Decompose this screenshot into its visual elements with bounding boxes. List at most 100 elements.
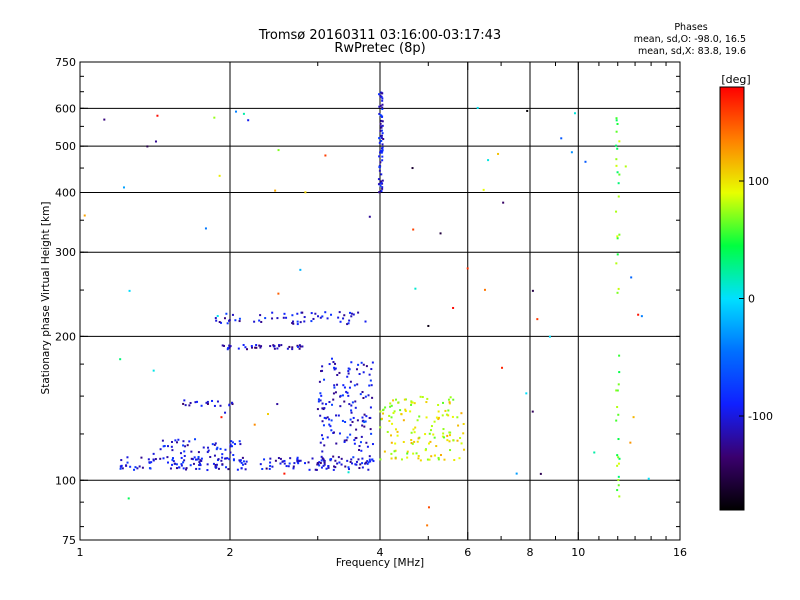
data-point bbox=[350, 411, 353, 414]
data-point bbox=[196, 458, 199, 461]
data-point bbox=[215, 319, 218, 322]
data-point bbox=[381, 103, 384, 106]
data-point bbox=[424, 449, 427, 452]
data-point bbox=[363, 413, 366, 416]
data-point bbox=[232, 458, 235, 461]
data-point bbox=[430, 425, 433, 428]
data-point bbox=[410, 403, 413, 406]
data-point bbox=[291, 348, 294, 351]
data-point bbox=[136, 467, 139, 470]
data-point bbox=[379, 184, 382, 187]
noise-point bbox=[531, 289, 534, 292]
data-point bbox=[411, 442, 414, 445]
data-point bbox=[337, 456, 340, 459]
data-point bbox=[352, 416, 355, 419]
data-point bbox=[264, 317, 267, 320]
noise-point bbox=[146, 145, 149, 148]
data-point bbox=[206, 402, 209, 405]
data-point bbox=[198, 461, 201, 464]
data-point bbox=[170, 445, 173, 448]
data-point bbox=[190, 457, 193, 460]
data-point bbox=[188, 404, 191, 407]
data-point bbox=[441, 414, 444, 417]
data-point bbox=[251, 346, 254, 349]
noise-point bbox=[426, 524, 429, 527]
data-point bbox=[321, 434, 324, 437]
data-point bbox=[392, 412, 395, 415]
data-point bbox=[335, 442, 338, 445]
data-point bbox=[616, 406, 619, 409]
data-point bbox=[333, 366, 336, 369]
x-tick-label: 2 bbox=[227, 546, 234, 559]
data-point bbox=[458, 457, 461, 460]
data-point bbox=[437, 403, 440, 406]
data-point bbox=[285, 465, 288, 468]
data-point bbox=[366, 460, 369, 463]
data-point bbox=[332, 392, 335, 395]
data-point bbox=[178, 466, 181, 469]
data-point bbox=[330, 429, 333, 432]
data-point bbox=[226, 322, 229, 325]
data-point bbox=[369, 379, 372, 382]
data-point bbox=[350, 409, 353, 412]
data-point bbox=[390, 404, 393, 407]
data-point bbox=[615, 144, 618, 147]
noise-point bbox=[277, 149, 280, 152]
data-point bbox=[346, 323, 349, 326]
data-point bbox=[348, 386, 351, 389]
x-axis-label: Frequency [MHz] bbox=[335, 557, 425, 569]
data-point bbox=[207, 446, 210, 449]
data-point bbox=[190, 450, 193, 453]
data-point bbox=[388, 414, 391, 417]
data-point bbox=[319, 461, 322, 464]
data-point bbox=[180, 456, 183, 459]
data-point bbox=[350, 404, 353, 407]
data-point bbox=[232, 454, 235, 457]
data-point bbox=[360, 435, 363, 438]
data-point bbox=[406, 456, 409, 459]
noise-point bbox=[220, 416, 223, 419]
data-point bbox=[417, 457, 420, 460]
data-point bbox=[379, 122, 382, 125]
data-point bbox=[370, 432, 373, 435]
data-point bbox=[162, 457, 165, 460]
data-point bbox=[380, 151, 383, 154]
data-point bbox=[121, 467, 124, 470]
data-point bbox=[226, 348, 229, 351]
data-point bbox=[342, 317, 345, 320]
data-point bbox=[213, 454, 216, 457]
data-point bbox=[354, 406, 357, 409]
noise-point bbox=[299, 268, 302, 271]
data-point bbox=[333, 465, 336, 468]
data-point bbox=[413, 440, 416, 443]
data-point bbox=[308, 468, 311, 471]
data-point bbox=[291, 346, 294, 349]
data-point bbox=[332, 398, 335, 401]
data-point bbox=[194, 438, 197, 441]
data-point bbox=[259, 346, 262, 349]
data-point bbox=[244, 462, 247, 465]
data-point bbox=[206, 400, 209, 403]
data-point bbox=[403, 398, 406, 401]
noise-point bbox=[593, 451, 596, 454]
data-point bbox=[456, 439, 459, 442]
data-point bbox=[333, 386, 336, 389]
data-point bbox=[364, 320, 367, 323]
data-point bbox=[230, 440, 233, 443]
noise-point bbox=[156, 114, 159, 117]
data-point bbox=[202, 446, 205, 449]
data-point bbox=[445, 413, 448, 416]
data-point bbox=[460, 412, 463, 415]
data-point bbox=[343, 314, 346, 317]
data-point bbox=[340, 457, 343, 460]
data-point bbox=[289, 457, 292, 460]
data-point bbox=[379, 129, 382, 132]
colorbar-tick-label: 100 bbox=[748, 175, 769, 188]
data-point bbox=[348, 319, 351, 322]
data-point bbox=[217, 458, 220, 461]
data-point bbox=[379, 149, 382, 152]
data-point bbox=[618, 233, 621, 236]
noise-point bbox=[573, 112, 576, 115]
data-point bbox=[199, 462, 202, 465]
data-point bbox=[173, 462, 176, 465]
